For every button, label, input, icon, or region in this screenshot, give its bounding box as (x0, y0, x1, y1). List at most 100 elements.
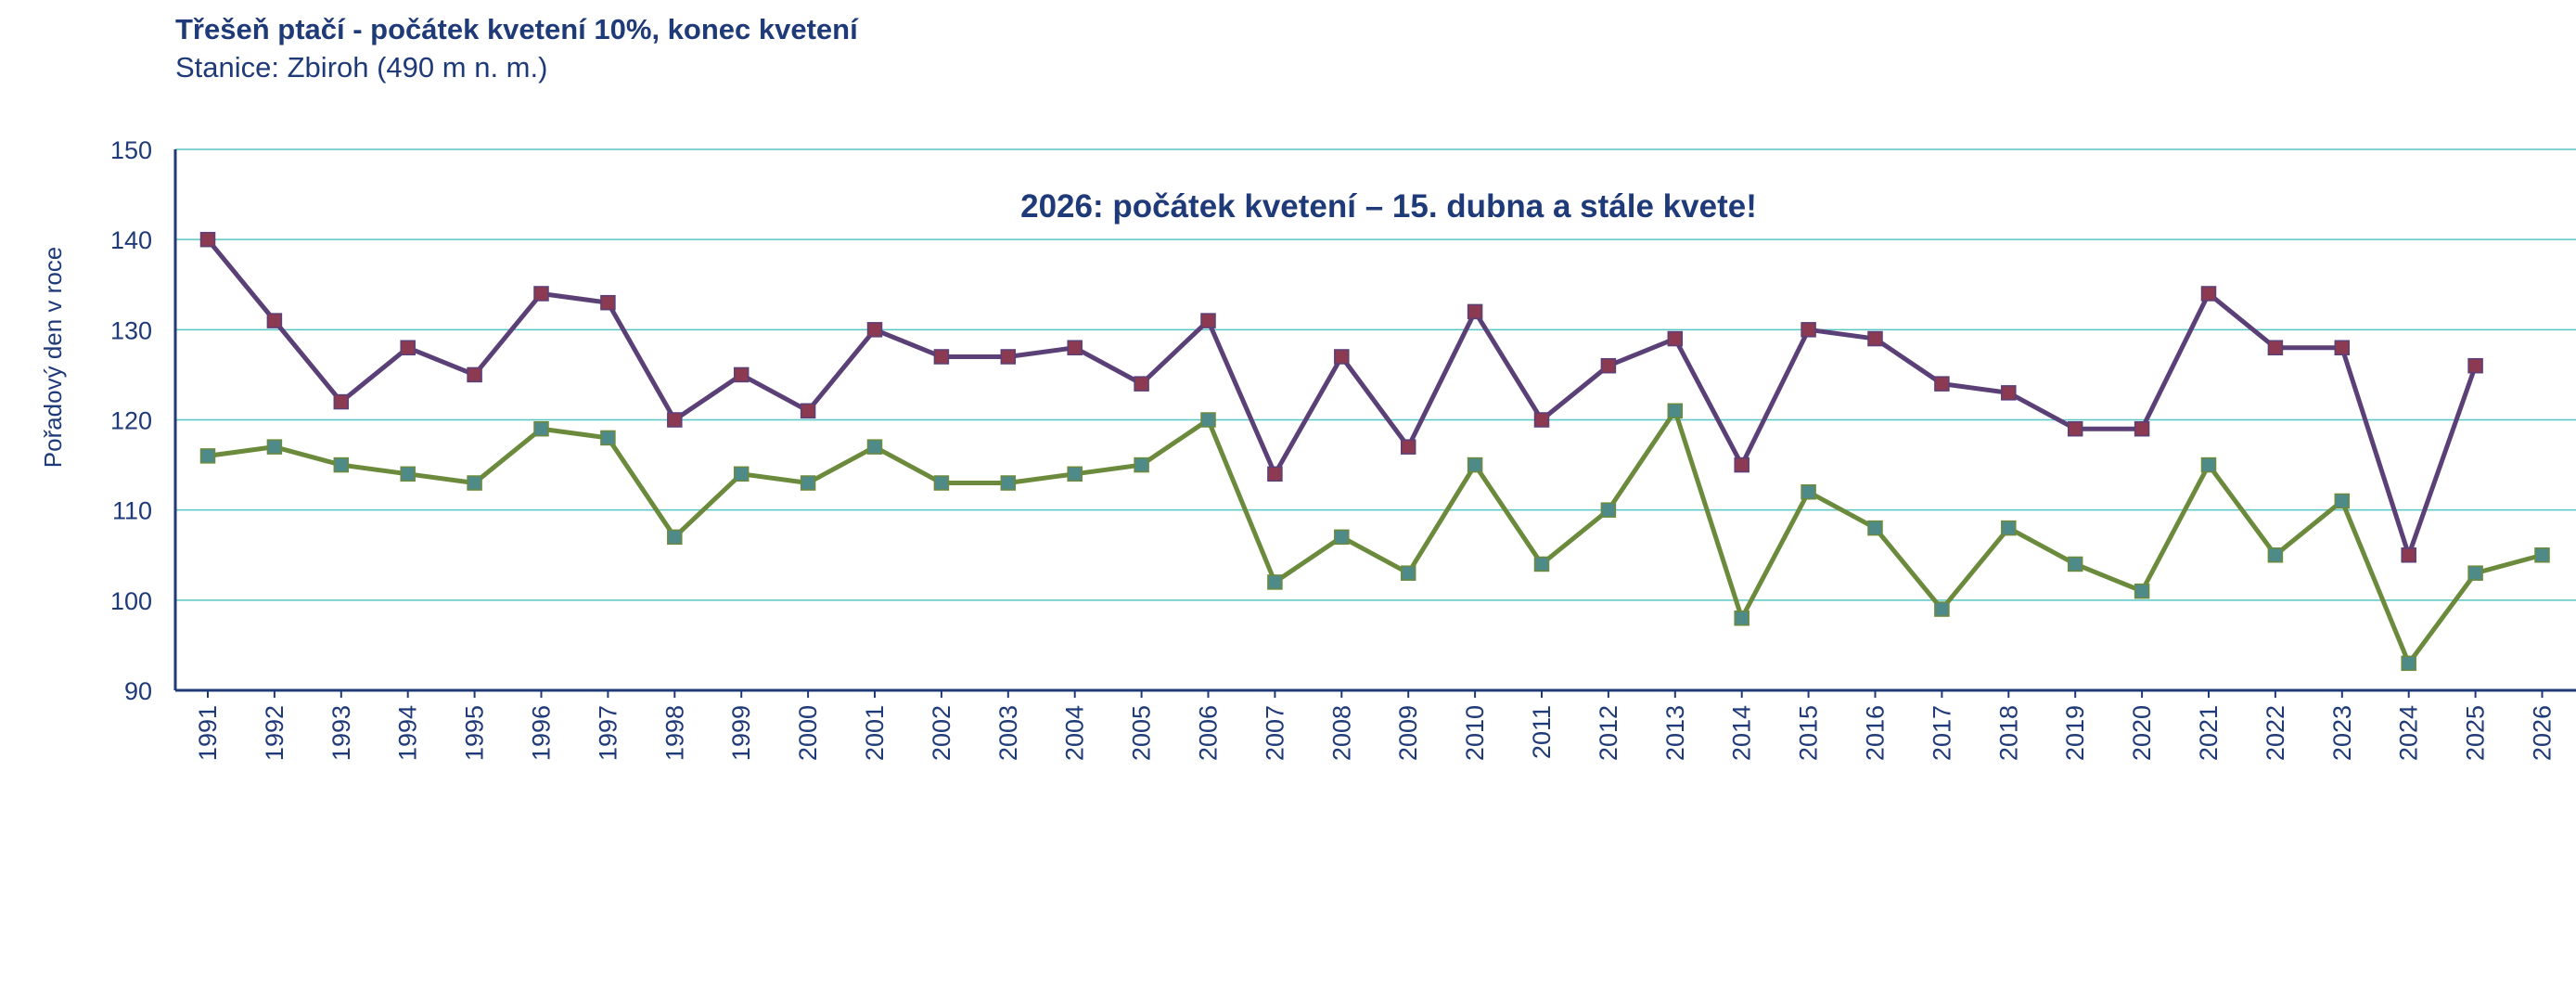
series-1-point-2002 (933, 349, 950, 365)
x-tick-label-2001: 2001 (861, 705, 889, 761)
x-tick-labels: 1991 1992 1993 1994 1995 1996 1997 1998 1999 2000… (194, 705, 2557, 761)
y-tick-labels: 90 100 110 120 130 140 150 (110, 136, 152, 705)
series-2-point-2002 (933, 475, 950, 491)
series-1-point-2000 (800, 403, 816, 419)
series-1-point-2013 (1667, 330, 1684, 347)
series-1-point-2010 (1467, 303, 1483, 320)
series-2-point-1991 (199, 448, 216, 464)
x-tick-label-2018: 2018 (1994, 705, 2022, 761)
x-tick-label-2006: 2006 (1195, 705, 1223, 761)
chart-subtitle: Stanice: Zbiroh (490 m n. m.) (175, 51, 548, 84)
x-tick-label-2020: 2020 (2128, 705, 2156, 761)
x-tick-label-1996: 1996 (528, 705, 556, 761)
chart-annotation: 2026: počátek kvetení – 15. dubna a stál… (1020, 188, 1757, 225)
x-tick-label-2017: 2017 (1928, 705, 1955, 761)
x-tick-label-2019: 2019 (2061, 705, 2089, 761)
series-1-point-2023 (2334, 340, 2351, 356)
series-1-point-1996 (533, 286, 549, 302)
series-1-point-2024 (2401, 547, 2416, 563)
series-1-point-1992 (266, 313, 283, 328)
series-1-point-1997 (600, 294, 616, 311)
series-1-point-2018 (2001, 385, 2017, 401)
x-tick-label-2023: 2023 (2328, 705, 2356, 761)
series-2-point-1994 (400, 466, 416, 482)
series-1-point-2006 (1200, 313, 1216, 328)
x-tick-label-1995: 1995 (461, 705, 489, 761)
series-2-point-2017 (1934, 601, 1950, 617)
x-tick-label-2011: 2011 (1528, 705, 1556, 759)
x-tick-label-2008: 2008 (1327, 705, 1355, 761)
y-tick-label-140: 140 (110, 226, 152, 254)
series-2-point-2006 (1200, 412, 1216, 428)
series-2-point-2004 (1067, 466, 1083, 482)
series-2-point-2013 (1667, 403, 1684, 419)
series-2-point-2015 (1801, 483, 1816, 500)
series-2-point-2000 (800, 475, 816, 491)
series-1-point-1991 (199, 231, 216, 248)
series-2-line-0 (207, 408, 2544, 666)
x-tick-label-2007: 2007 (1261, 705, 1288, 761)
series-2-point-1999 (733, 466, 750, 482)
x-tick-label-1991: 1991 (194, 705, 222, 761)
series-1-point-2003 (1000, 349, 1017, 365)
series-2-point-1998 (667, 529, 683, 546)
x-tick-label-1994: 1994 (394, 705, 422, 761)
x-tick-label-2000: 2000 (794, 705, 822, 761)
x-tick-label-2004: 2004 (1061, 705, 1089, 761)
series-2-point-2021 (2200, 456, 2217, 473)
y-tick-label-110: 110 (112, 497, 152, 525)
series-2-point-2003 (1000, 475, 1017, 491)
y-tick-label-130: 130 (110, 316, 152, 344)
y-tick-label-120: 120 (110, 407, 152, 435)
series-1-point-2008 (1334, 349, 1350, 365)
series-2-point-2018 (2001, 520, 2017, 536)
x-tick-label-2012: 2012 (1595, 705, 1622, 761)
y-tick-label-100: 100 (110, 587, 152, 615)
x-tick-label-2024: 2024 (2395, 705, 2423, 761)
x-tick-label-2009: 2009 (1394, 705, 1422, 761)
series-2-point-2005 (1134, 456, 1149, 473)
series-2-point-2022 (2267, 547, 2284, 563)
chart-title: Třešeň ptačí - počátek kvetení 10%, kone… (175, 13, 858, 45)
x-tick-label-1997: 1997 (594, 705, 622, 761)
x-tick-label-1992: 1992 (261, 705, 288, 761)
series-2-point-1992 (266, 439, 283, 455)
series-1-point-1993 (333, 393, 350, 410)
y-axis-label: Pořadový den v roce (39, 247, 67, 468)
series-1-point-2007 (1267, 466, 1283, 482)
series-1-point-2011 (1533, 412, 1550, 428)
x-tick-label-2014: 2014 (1728, 705, 1756, 761)
series-2-point-1993 (333, 456, 350, 473)
x-tick-label-1999: 1999 (727, 705, 755, 761)
series-2-point-2023 (2334, 493, 2351, 509)
series-2-point-2001 (866, 439, 883, 455)
series-2 (199, 403, 2550, 672)
x-tick-label-2016: 2016 (1862, 705, 1890, 761)
series-1-point-2025 (2467, 357, 2483, 374)
x-tick-label-2003: 2003 (994, 705, 1022, 761)
series-2-point-2025 (2467, 565, 2483, 581)
x-tick-label-2022: 2022 (2262, 705, 2289, 761)
grid-lines (175, 148, 2576, 601)
series-1-point-2022 (2267, 340, 2284, 356)
x-tick-label-2025: 2025 (2462, 705, 2490, 761)
series-2-point-1995 (467, 475, 482, 491)
x-tick-label-2010: 2010 (1461, 705, 1489, 761)
x-tick-label-1998: 1998 (660, 705, 688, 761)
series-1-point-2020 (2134, 420, 2150, 437)
x-tick-label-2021: 2021 (2195, 705, 2223, 761)
axes (173, 149, 2576, 698)
x-tick-label-2013: 2013 (1661, 705, 1689, 761)
x-tick-label-2005: 2005 (1128, 705, 1156, 761)
series-1-point-2009 (1400, 439, 1416, 455)
series-1-point-2004 (1067, 340, 1083, 356)
series-1-point-1995 (467, 366, 482, 383)
series-1-point-2015 (1801, 322, 1816, 338)
series-1-point-1999 (733, 366, 750, 383)
series (199, 231, 2550, 672)
y-tick-label-150: 150 (110, 136, 152, 164)
series-2-point-2011 (1533, 556, 1550, 572)
series-1-point-2012 (1600, 357, 1617, 374)
series-1-point-2005 (1134, 376, 1149, 392)
